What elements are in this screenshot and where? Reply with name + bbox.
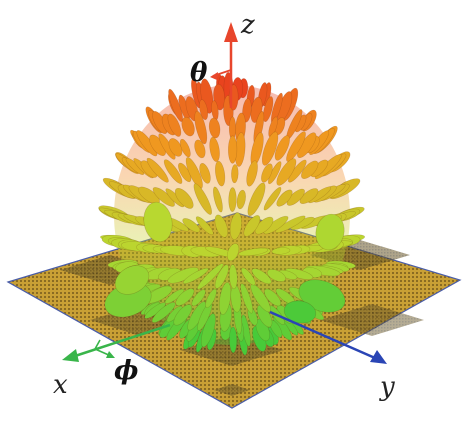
- pattern-lobe: [301, 160, 319, 179]
- pattern-lobe: [238, 247, 269, 257]
- pattern-lobe: [264, 288, 282, 307]
- pattern-lobe: [168, 138, 183, 157]
- pattern-lobe: [241, 267, 256, 286]
- pattern-lobe: [151, 302, 176, 323]
- pattern-lobe: [163, 159, 183, 184]
- pattern-lobe: [194, 139, 206, 159]
- x-axis: [62, 323, 171, 362]
- pattern-lobe: [213, 186, 223, 213]
- pattern-lobe: [179, 138, 191, 158]
- pattern-lobe: [236, 189, 246, 210]
- pattern-lobe: [214, 264, 229, 289]
- y-axis: [269, 310, 387, 364]
- pattern-lobe: [173, 304, 193, 326]
- pattern-lobe: [240, 283, 254, 314]
- pattern-lobe: [194, 110, 208, 145]
- pattern-lobe: [256, 304, 273, 328]
- pattern-lobe: [209, 136, 220, 162]
- pattern-lobe: [286, 131, 306, 162]
- pattern-lobe: [191, 289, 206, 307]
- pattern-side-lobe: [283, 300, 317, 324]
- pattern-lobe: [274, 135, 290, 161]
- theta-arrow: [210, 69, 232, 80]
- pattern-lobe: [208, 117, 221, 139]
- pattern-lobe: [285, 268, 314, 280]
- pattern-lobe: [229, 326, 238, 354]
- pattern-lobe: [229, 212, 242, 240]
- pattern-lobe: [228, 187, 237, 212]
- pattern-lobe: [299, 188, 319, 204]
- pattern-lobe: [231, 164, 239, 184]
- pattern-lobe: [219, 282, 232, 315]
- pattern-lobe: [182, 218, 201, 233]
- pattern-lobe: [263, 187, 282, 211]
- z-axis-label: z: [241, 10, 255, 40]
- pattern-lobe: [261, 163, 273, 183]
- pattern-lobe: [243, 215, 261, 237]
- pattern-side-lobe: [143, 201, 173, 243]
- pattern-lobe: [164, 288, 185, 304]
- pattern-lobe: [181, 116, 195, 137]
- pattern-lobe: [227, 243, 240, 262]
- pattern-lobe: [146, 157, 169, 183]
- pattern-lobe: [168, 88, 183, 122]
- phi-label: ϕ: [114, 356, 139, 386]
- x-axis-label: x: [53, 370, 68, 400]
- pattern-side-lobe: [298, 279, 346, 313]
- pattern-lobe: [246, 160, 258, 187]
- pattern-lobe: [174, 188, 194, 209]
- y-axis-label: y: [380, 372, 395, 402]
- pattern-lobe: [199, 162, 211, 184]
- pattern-lobe: [266, 269, 286, 282]
- pattern-lobe: [201, 313, 216, 348]
- radiation-pattern-icon: [98, 71, 366, 356]
- pattern-lobe: [228, 135, 238, 164]
- pattern-lobe: [167, 113, 182, 137]
- pattern-lobe: [276, 158, 297, 186]
- theta-label: θ: [190, 58, 208, 88]
- pattern-lobe: [286, 188, 305, 206]
- pattern-lobe: [152, 187, 175, 207]
- pattern-lobe: [254, 216, 274, 235]
- pattern-lobe: [214, 214, 228, 238]
- pattern-lobe: [199, 99, 209, 120]
- pattern-lobe: [276, 189, 293, 207]
- pattern-lobe: [275, 215, 306, 233]
- pattern-lobe: [271, 247, 291, 255]
- pattern-lobe: [197, 263, 224, 290]
- pattern-lobe: [261, 131, 279, 166]
- pattern-side-lobe: [114, 265, 150, 295]
- pattern-side-lobe: [315, 213, 345, 251]
- pattern-lobe: [263, 215, 289, 235]
- pattern-lobe: [251, 268, 272, 285]
- pattern-lobe: [262, 96, 274, 123]
- pattern-lobe: [205, 288, 217, 308]
- pattern-lobe: [242, 98, 252, 123]
- pattern-lobe: [185, 157, 203, 189]
- pattern-lobe: [182, 267, 209, 284]
- z-axis: [224, 22, 238, 108]
- pattern-lobe: [229, 264, 238, 290]
- pattern-lobe: [215, 160, 226, 187]
- pattern-lobe: [193, 183, 212, 215]
- pattern-lobe: [175, 288, 195, 306]
- pattern-lobe: [247, 182, 266, 216]
- phi-arrow: [94, 339, 115, 358]
- pattern-lobe: [195, 216, 214, 236]
